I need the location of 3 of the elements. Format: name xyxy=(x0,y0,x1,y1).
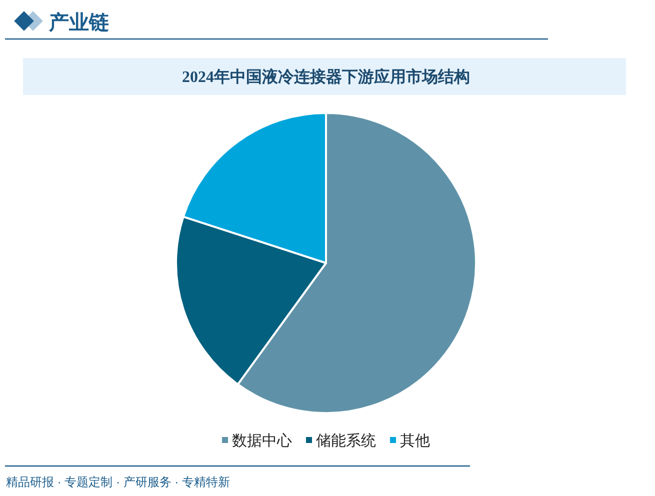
annotation: 产业链 xyxy=(49,12,109,34)
annotation: 精品研报 · 专题定制 · 产研服务 · 专精特新 xyxy=(6,475,230,489)
title: 2024年中国液冷连接器下游应用市场结构 xyxy=(182,69,470,86)
